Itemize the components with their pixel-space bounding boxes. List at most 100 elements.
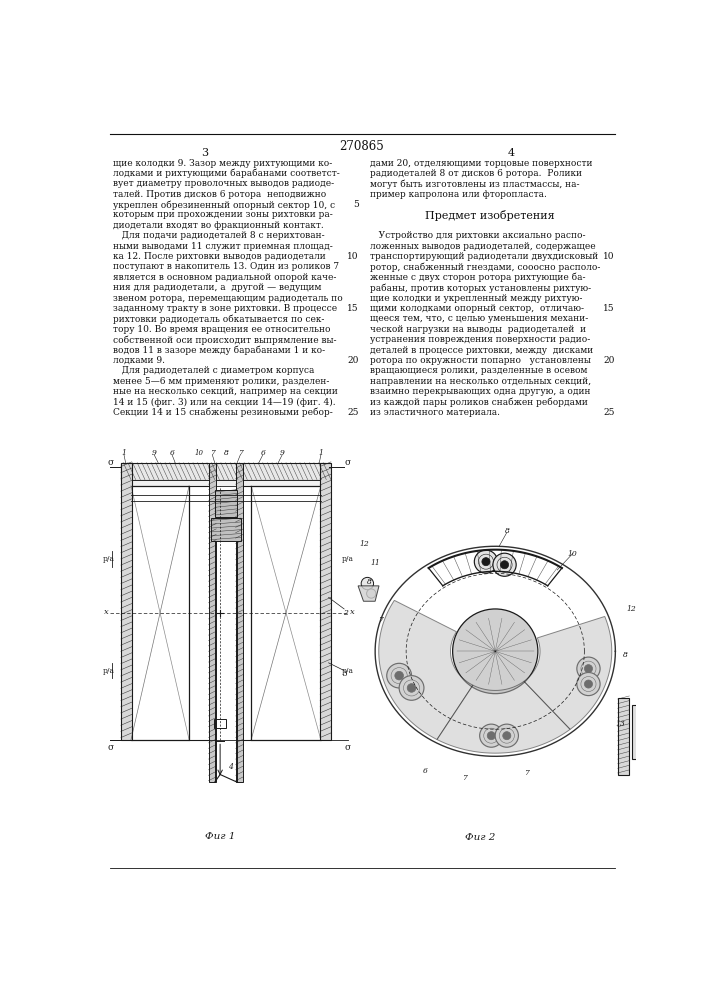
Text: 8: 8 — [367, 578, 372, 586]
Text: 10: 10 — [194, 449, 204, 457]
Text: ными выводами 11 служит приемная площад-: ными выводами 11 служит приемная площад- — [113, 242, 333, 251]
Text: диодетали входят во фракционный контакт.: диодетали входят во фракционный контакт. — [113, 221, 324, 230]
Text: р/а: р/а — [103, 667, 115, 675]
Polygon shape — [358, 586, 379, 601]
Text: 3: 3 — [343, 670, 347, 678]
Text: могут быть изготовлены из пластмассы, на-: могут быть изготовлены из пластмассы, на… — [370, 179, 579, 189]
Text: укреплен обрезиненный опорный сектор 10, с: укреплен обрезиненный опорный сектор 10,… — [113, 200, 335, 210]
Text: ка 12. После рихтовки выводов радиодетали: ка 12. После рихтовки выводов радиодетал… — [113, 252, 326, 261]
Circle shape — [577, 672, 600, 696]
Text: 7: 7 — [524, 769, 529, 777]
Text: 25: 25 — [603, 408, 614, 417]
Circle shape — [452, 609, 538, 694]
Polygon shape — [379, 600, 473, 740]
Bar — [320, 463, 331, 740]
Text: которым при прохождении зоны рихтовки ра-: которым при прохождении зоны рихтовки ра… — [113, 210, 333, 219]
Text: поступают в накопитель 13. Один из роликов 7: поступают в накопитель 13. Один из ролик… — [113, 262, 339, 271]
Text: 2: 2 — [343, 609, 347, 617]
Text: талей. Против дисков 6 ротора  неподвижно: талей. Против дисков 6 ротора неподвижно — [113, 190, 327, 199]
Text: 20: 20 — [347, 356, 359, 365]
Text: Устройство для рихтовки аксиально распо-: Устройство для рихтовки аксиально распо- — [370, 231, 585, 240]
Text: р/а: р/а — [103, 555, 115, 563]
Circle shape — [361, 577, 373, 590]
Circle shape — [585, 665, 592, 673]
Bar — [631, 705, 641, 759]
Text: из каждой пары роликов снабжен ребордами: из каждой пары роликов снабжен ребордами — [370, 398, 588, 407]
Polygon shape — [524, 616, 612, 729]
Text: р/а: р/а — [342, 667, 354, 675]
Text: 10: 10 — [603, 252, 614, 261]
Text: Для радиодеталей с диаметром корпуса: Для радиодеталей с диаметром корпуса — [113, 366, 315, 375]
Circle shape — [487, 732, 496, 740]
Bar — [121, 463, 325, 480]
Circle shape — [474, 550, 498, 573]
Circle shape — [493, 553, 516, 576]
Text: 10: 10 — [347, 252, 359, 261]
Text: 3: 3 — [201, 148, 208, 158]
Circle shape — [585, 680, 592, 688]
Circle shape — [501, 561, 508, 569]
Text: радиодеталей 8 от дисков 6 ротора.  Ролики: радиодеталей 8 от дисков 6 ротора. Ролик… — [370, 169, 582, 178]
Text: 7: 7 — [378, 616, 383, 624]
Text: 12: 12 — [360, 540, 369, 548]
Text: транспортирующий радиодетали двухдисковый: транспортирующий радиодетали двухдисковы… — [370, 252, 598, 261]
Text: вует диаметру проволочных выводов радиоде-: вует диаметру проволочных выводов радиод… — [113, 179, 334, 188]
Text: ротор, снабженный гнездами, сооосно располо-: ротор, снабженный гнездами, сооосно расп… — [370, 262, 600, 272]
Text: σ: σ — [107, 743, 113, 752]
Bar — [121, 480, 325, 486]
Circle shape — [407, 684, 416, 692]
Text: деталей в процессе рихтовки, между  дисками: деталей в процессе рихтовки, между диска… — [370, 346, 593, 355]
Text: 9: 9 — [152, 449, 157, 457]
Text: 6: 6 — [423, 767, 428, 775]
Text: щееся тем, что, с целью уменьшения механи-: щееся тем, что, с целью уменьшения механ… — [370, 314, 588, 323]
Circle shape — [387, 663, 411, 688]
Text: 6: 6 — [260, 449, 265, 457]
Text: 1: 1 — [122, 449, 127, 457]
Bar — [214, 719, 226, 728]
Circle shape — [479, 724, 503, 747]
Text: Секции 14 и 15 снабжены резиновыми ребор-: Секции 14 и 15 снабжены резиновыми ребор… — [113, 408, 333, 417]
Text: 15: 15 — [603, 304, 614, 313]
Text: является в основном радиальной опорой каче-: является в основном радиальной опорой ка… — [113, 273, 337, 282]
Text: 7: 7 — [462, 774, 467, 782]
Text: 14 и 15 (фиг. 3) или на секции 14—19 (фиг. 4).: 14 и 15 (фиг. 3) или на секции 14—19 (фи… — [113, 398, 336, 407]
Text: 20: 20 — [603, 356, 614, 365]
Text: 15: 15 — [347, 304, 359, 313]
Text: 4: 4 — [228, 763, 233, 771]
Text: ческой нагрузки на выводы  радиодеталей  и: ческой нагрузки на выводы радиодеталей и — [370, 325, 586, 334]
Circle shape — [495, 724, 518, 747]
Text: заданному тракту в зоне рихтовки. В процессе: заданному тракту в зоне рихтовки. В проц… — [113, 304, 337, 313]
Text: σ: σ — [345, 458, 351, 467]
Text: 7: 7 — [210, 449, 215, 457]
Text: р/а: р/а — [342, 555, 354, 563]
Text: тору 10. Во время вращения ее относительно: тору 10. Во время вращения ее относитель… — [113, 325, 331, 334]
Text: ные на несколько секций, например на секции: ные на несколько секций, например на сек… — [113, 387, 338, 396]
Text: 8: 8 — [224, 449, 229, 457]
Text: ложенных выводов радиодеталей, содержащее: ложенных выводов радиодеталей, содержаще… — [370, 242, 595, 251]
Circle shape — [577, 657, 600, 680]
Text: женные с двух сторон ротора рихтующие ба-: женные с двух сторон ротора рихтующие ба… — [370, 273, 585, 282]
Text: направлении на несколько отдельных секций,: направлении на несколько отдельных секци… — [370, 377, 591, 386]
Text: пример капролона или фторопласта.: пример капролона или фторопласта. — [370, 190, 547, 199]
Bar — [235, 463, 243, 782]
Bar — [131, 486, 189, 740]
Bar — [251, 486, 321, 740]
Text: водов 11 в зазоре между барабанами 1 и ко-: водов 11 в зазоре между барабанами 1 и к… — [113, 346, 325, 355]
Bar — [121, 463, 132, 740]
Text: собственной оси происходит выпрямление вы-: собственной оси происходит выпрямление в… — [113, 335, 337, 345]
Text: 25: 25 — [347, 408, 359, 417]
Text: менее 5—6 мм применяют ролики, разделен-: менее 5—6 мм применяют ролики, разделен- — [113, 377, 329, 386]
Text: щие колодки 9. Зазор между рихтующими ко-: щие колодки 9. Зазор между рихтующими ко… — [113, 158, 332, 167]
Text: 8: 8 — [623, 651, 628, 659]
Bar — [211, 518, 241, 541]
Bar — [618, 698, 629, 774]
Text: Для подачи радиодеталей 8 с нерихтован-: Для подачи радиодеталей 8 с нерихтован- — [113, 231, 325, 240]
Circle shape — [367, 589, 376, 598]
Text: Предмет изобретения: Предмет изобретения — [425, 210, 554, 221]
Text: 9: 9 — [280, 449, 284, 457]
Text: 7: 7 — [238, 449, 243, 457]
Text: x: x — [349, 608, 354, 616]
Text: 4: 4 — [507, 148, 514, 158]
Text: рихтовки радиодеталь обкатывается по сек-: рихтовки радиодеталь обкатывается по сек… — [113, 314, 325, 324]
Text: 5: 5 — [353, 200, 359, 209]
